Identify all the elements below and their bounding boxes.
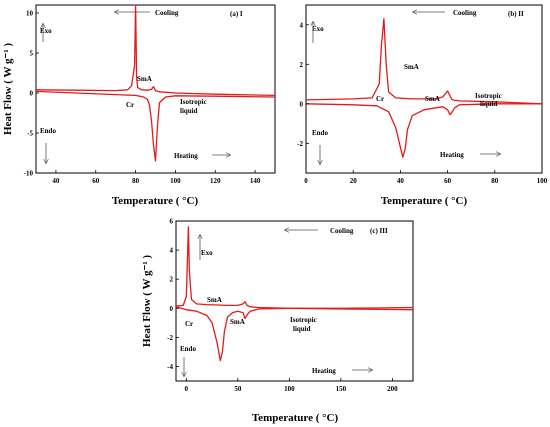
panel-b-xtick-label: 80 bbox=[491, 177, 499, 185]
panel-c-endo-label: Endo bbox=[180, 345, 196, 353]
panel-b-iso-label-1: Isotropic bbox=[475, 92, 502, 100]
panel-b-series-1 bbox=[305, 18, 543, 105]
panel-c-frame bbox=[175, 220, 414, 382]
panel-a-series-2 bbox=[35, 90, 276, 162]
panel-c-ylabel: Heat Flow ( W g⁻¹ ) bbox=[141, 255, 153, 347]
panel-c-series-2 bbox=[175, 306, 414, 362]
panel-b-cooling-label: Cooling bbox=[453, 9, 477, 17]
panel-b-series-2 bbox=[305, 103, 542, 158]
panel-b-ytick-label: 0 bbox=[300, 100, 304, 108]
panel-a-heating-label: Heating bbox=[174, 152, 198, 160]
panel-a-cr-label: Cr bbox=[126, 101, 134, 109]
panel-b-ticks: 0 20 40 60 80 100 -2 0 2 4 bbox=[297, 21, 548, 185]
panel-c-cooling-label: Cooling bbox=[330, 227, 354, 235]
panel-b-cr-label: Cr bbox=[376, 95, 384, 103]
panel-c-cr-label: Cr bbox=[185, 320, 193, 328]
panel-c-ticks: 0 50 100 150 200 -4 -2 0 2 4 6 bbox=[167, 218, 398, 394]
panel-a-xtick-label: 80 bbox=[132, 177, 140, 185]
panel-c-ytick-label: -4 bbox=[167, 363, 173, 371]
panel-c-ytick-label: 2 bbox=[170, 276, 174, 284]
panel-b-xtick-label: 20 bbox=[350, 177, 358, 185]
panel-c-plot bbox=[175, 226, 414, 362]
panel-c-xlabel: Temperature ( °C) bbox=[252, 412, 339, 424]
panel-a-ticks: 40 60 80 100 120 140 -10 -5 0 5 10 bbox=[24, 10, 261, 186]
panel-a-xtick-label: 120 bbox=[210, 177, 221, 185]
panel-b-iso-label-2: liquid bbox=[480, 100, 498, 108]
panel-b-xtick-label: 40 bbox=[397, 177, 405, 185]
panel-b-sma-label: SmA bbox=[404, 63, 419, 71]
panel-b-sma2-label: SmA bbox=[425, 95, 440, 103]
panel-c-xtick-label: 150 bbox=[336, 385, 347, 393]
panel-a-frame bbox=[35, 4, 276, 174]
panel-b-xlabel: Temperature ( °C) bbox=[381, 195, 468, 207]
panel-c-xtick-label: 0 bbox=[185, 385, 189, 393]
panel-b-heating-label: Heating bbox=[440, 151, 464, 159]
panel-a-series-1 bbox=[35, 4, 276, 97]
panel-c-ytick-label: 4 bbox=[170, 247, 174, 255]
panel-c-sma2-label: SmA bbox=[230, 318, 245, 326]
panel-a-xtick-label: 40 bbox=[52, 177, 60, 185]
panel-b-ytick-label: 2 bbox=[300, 61, 304, 69]
panel-a-xtick-label: 100 bbox=[170, 177, 181, 185]
panel-c: 0 50 100 150 200 -4 -2 0 2 4 6 (c) III Cooling Hea… bbox=[141, 218, 414, 424]
panel-c-ytick-label: 6 bbox=[170, 218, 174, 226]
panel-b-label: (b) II bbox=[508, 10, 524, 18]
panel-b-endo-label: Endo bbox=[312, 129, 328, 137]
panel-a-sma-label: SmA bbox=[137, 75, 152, 83]
panel-a-ytick-label: 0 bbox=[30, 90, 34, 98]
panel-b-frame bbox=[305, 4, 543, 174]
panel-c-iso-label-2: liquid bbox=[293, 325, 311, 333]
panel-a-ylabel: Heat Flow ( W g⁻¹ ) bbox=[2, 43, 14, 135]
panel-a-xtick-label: 140 bbox=[250, 177, 261, 185]
panel-c-series-1 bbox=[175, 226, 414, 311]
panel-b-xtick-label: 60 bbox=[444, 177, 452, 185]
panel-a-ytick-label: 10 bbox=[26, 10, 34, 18]
panel-c-ytick-label: 0 bbox=[170, 305, 174, 313]
panel-c-sma-label: SmA bbox=[207, 296, 222, 304]
panel-b: 0 20 40 60 80 100 -2 0 2 4 (b) II Cooling Heating… bbox=[297, 4, 548, 207]
panel-a-exo-label: Exo bbox=[40, 27, 52, 35]
panel-a-cooling-label: Cooling bbox=[155, 9, 179, 17]
panel-c-exo-label: Exo bbox=[201, 249, 213, 257]
panel-b-xtick-label: 100 bbox=[537, 177, 548, 185]
panel-b-plot bbox=[305, 18, 543, 158]
panel-b-xtick-label: 0 bbox=[304, 177, 308, 185]
panel-a: 40 60 80 100 120 140 -10 -5 0 5 10 (a) I Cooling H… bbox=[2, 4, 276, 207]
panel-c-label: (c) III bbox=[370, 227, 388, 235]
panel-c-heating-label: Heating bbox=[312, 367, 336, 375]
panel-a-xtick-label: 60 bbox=[92, 177, 100, 185]
panel-a-ytick-label: -5 bbox=[27, 130, 33, 138]
panel-a-ytick-label: -10 bbox=[24, 170, 34, 178]
panel-a-endo-label: Endo bbox=[40, 127, 56, 135]
panel-a-xlabel: Temperature ( °C) bbox=[112, 195, 199, 207]
panel-c-xtick-label: 200 bbox=[387, 385, 398, 393]
panel-b-ytick-label: 4 bbox=[300, 21, 304, 29]
panel-b-ytick-label: -2 bbox=[297, 140, 303, 148]
panel-c-iso-label-1: Isotropic bbox=[290, 316, 317, 324]
panel-a-plot bbox=[35, 4, 276, 162]
panel-c-xtick-label: 100 bbox=[284, 385, 295, 393]
panel-a-iso-label-2: liquid bbox=[180, 107, 198, 115]
panel-a-label: (a) I bbox=[230, 10, 243, 18]
panel-c-ytick-label: -2 bbox=[167, 334, 173, 342]
panel-c-xtick-label: 50 bbox=[234, 385, 242, 393]
panel-a-ytick-label: 5 bbox=[30, 50, 34, 58]
panel-a-iso-label-1: Isotropic bbox=[180, 98, 207, 106]
panel-b-exo-label: Exo bbox=[312, 25, 324, 33]
